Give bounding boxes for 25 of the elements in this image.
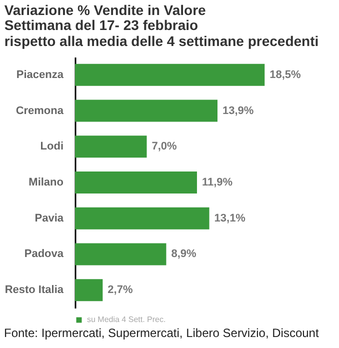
y-tick-label: Cremona bbox=[16, 104, 64, 117]
bar bbox=[75, 243, 166, 266]
y-tick-label: Piacenza bbox=[16, 68, 64, 81]
bar bbox=[75, 100, 218, 122]
chart-title: Variazione % Vendite in Valore bbox=[4, 2, 206, 18]
data-label: 7,0% bbox=[152, 140, 178, 153]
bar bbox=[75, 136, 147, 158]
bar bbox=[75, 172, 197, 194]
y-tick-label: Milano bbox=[28, 176, 64, 188]
data-label: 13,1% bbox=[214, 212, 246, 224]
y-tick-label: Resto Italia bbox=[4, 284, 64, 296]
y-tick-label: Pavia bbox=[34, 212, 64, 224]
data-label: 13,9% bbox=[222, 104, 254, 117]
bar bbox=[75, 279, 103, 302]
data-label: 18,5% bbox=[270, 68, 302, 81]
bar bbox=[75, 64, 265, 86]
legend-label: su Media 4 Sett. Prec. bbox=[87, 315, 166, 324]
data-label: 11,9% bbox=[202, 176, 233, 188]
y-tick-label: Padova bbox=[24, 248, 64, 260]
data-label: 8,9% bbox=[171, 248, 197, 260]
data-label: 2,7% bbox=[108, 284, 133, 296]
y-tick-label: Lodi bbox=[40, 140, 64, 153]
chart-subtitle: Settimana del 17- 23 febbraio rispetto alla media delle 4 settimane precedenti bbox=[4, 17, 319, 49]
source-note: Fonte: Ipermercati, Supermercati, Libero Servizio, Discount bbox=[4, 326, 319, 340]
bar bbox=[75, 207, 210, 230]
